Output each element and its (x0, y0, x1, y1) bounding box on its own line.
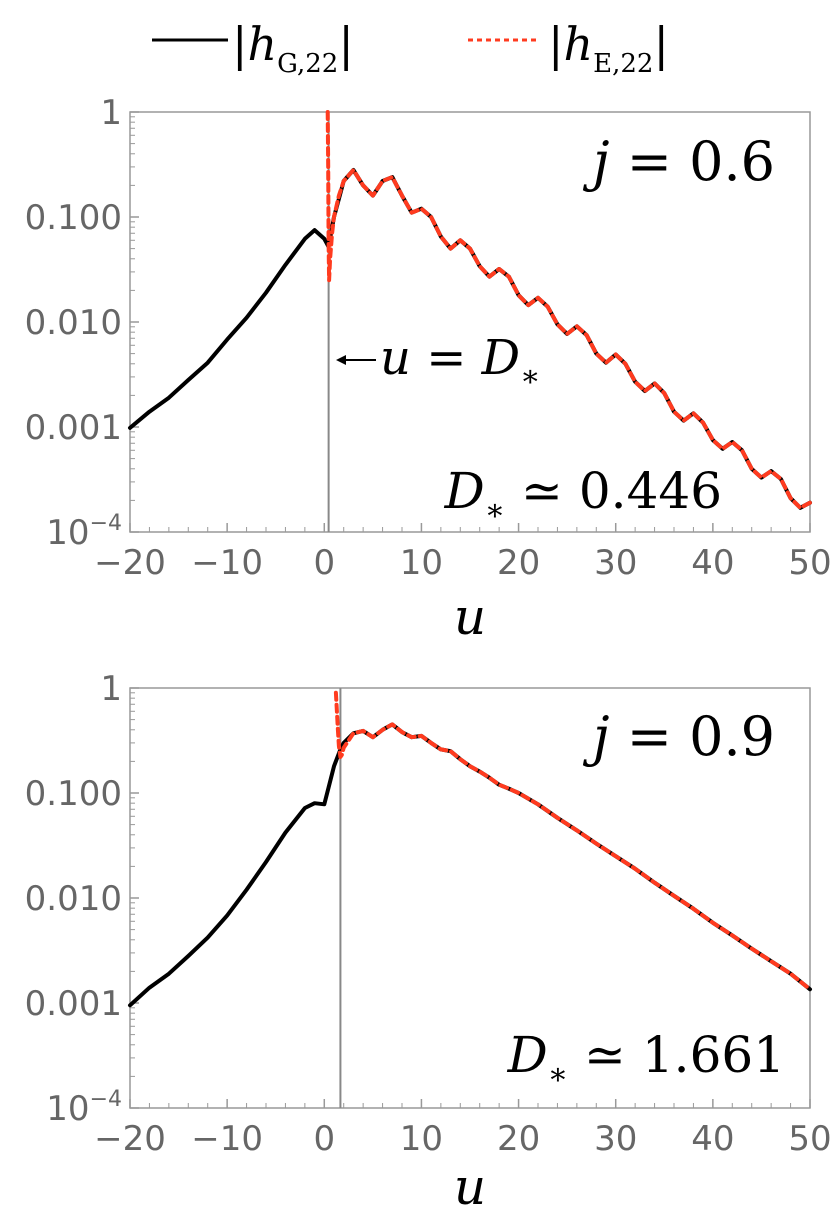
x-tick-label: −20 (94, 543, 166, 583)
x-tick-label: 50 (788, 543, 830, 583)
x-tick-label: 40 (691, 543, 734, 583)
d-star-annotation: D∗ ≃ 1.661 (507, 1026, 785, 1092)
series-group (128, 110, 812, 510)
d-star-annotation: D∗ ≃ 0.446 (444, 462, 722, 528)
panel-top: 10−4 0.001 0.010 0.100 1 −20 −10 0 10 20 30 40 50 j… (25, 93, 830, 646)
arrow-annotation: u = D∗ (336, 330, 541, 394)
x-axis-label: u (454, 1158, 486, 1212)
x-tick-label: 30 (594, 543, 637, 583)
y-tick-label: 0.100 (25, 774, 122, 814)
x-tick-label: 50 (788, 1119, 830, 1159)
x-tick-label: 10 (400, 543, 443, 583)
y-tick-label: 0.010 (25, 303, 122, 343)
panel-bottom: 10−4 0.001 0.010 0.100 1 −20 −10 0 10 20 30 40 50 j… (25, 669, 830, 1212)
y-tick-label: 0.100 (25, 198, 122, 238)
y-tick-label: 0.010 (25, 879, 122, 919)
y-tick-label: 1 (100, 93, 122, 133)
arrow-label: u = D∗ (380, 330, 541, 394)
x-tick-label: −10 (191, 543, 263, 583)
y-tick-label: 10−4 (46, 511, 122, 553)
y-tick-label: 10−4 (46, 1087, 122, 1129)
series-group (128, 690, 812, 1008)
x-tick-label: −10 (191, 1119, 263, 1159)
x-tick-label: 0 (313, 543, 335, 583)
x-tick-label: 30 (594, 1119, 637, 1159)
y-tick-label: 1 (100, 669, 122, 709)
legend: |hG,22| |hE,22| (152, 17, 669, 79)
arrow-head (336, 355, 346, 365)
y-tick-label: 0.001 (25, 984, 122, 1024)
legend-label-E: |hE,22| (548, 17, 669, 79)
x-tick-label: 20 (497, 1119, 540, 1159)
legend-label-G: |hG,22| (232, 17, 354, 79)
x-axis-label: u (454, 588, 486, 646)
j-annotation: j = 0.9 (583, 705, 775, 768)
y-axis: 10−4 0.001 0.010 0.100 1 (25, 669, 139, 1129)
x-tick-label: 0 (313, 1119, 335, 1159)
x-tick-label: 10 (400, 1119, 443, 1159)
series-hE22-line (325, 110, 812, 510)
y-axis: 10−4 0.001 0.010 0.100 1 (25, 93, 139, 553)
y-tick-label: 0.001 (25, 408, 122, 448)
x-tick-label: 40 (691, 1119, 734, 1159)
x-tick-label: −20 (94, 1119, 166, 1159)
x-tick-label: 20 (497, 543, 540, 583)
x-axis: −20 −10 0 10 20 30 40 50 (94, 1099, 830, 1159)
series-hE22-line (333, 690, 812, 992)
j-annotation: j = 0.6 (583, 130, 775, 193)
x-axis: −20 −10 0 10 20 30 40 50 (94, 523, 830, 583)
